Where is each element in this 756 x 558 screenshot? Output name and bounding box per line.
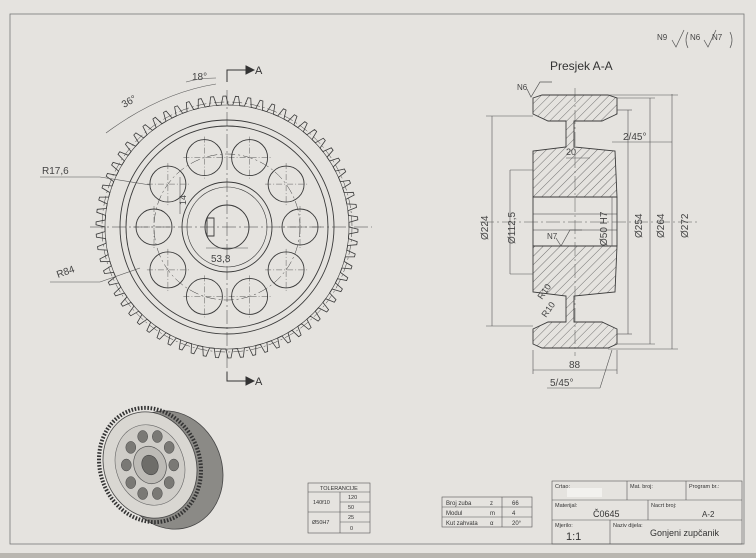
dim-dia-272: Ø272 [680,213,691,238]
tb-materijal-label: Materijal: [555,503,578,509]
surface-mark-section-top-label: N6 [517,83,528,92]
dim-width-88: 88 [569,360,581,371]
tb-nacrt-broj-label: Nacrt broj: [651,503,677,509]
dim-width-20: 20 [566,147,576,157]
gear-isometric-picture [96,405,224,530]
crtao-blank [567,488,602,497]
dim-angle-18: 18° [192,72,207,83]
dim-dia-112-5: Ø112,5 [507,212,518,244]
tb-program-br-label: Program br.: [689,484,720,490]
tolerance-title: TOLERANCIJE [320,486,358,492]
param-value: 20° [512,521,522,527]
param-value: 4 [512,511,516,517]
iso-hole [137,430,148,443]
gear-parameters-table [441,496,533,528]
param-symbol: m [490,511,495,517]
tb-nacrt-broj-value: A-2 [702,510,715,519]
section-mark-bottom [226,372,256,386]
surface-mark-top-right [671,29,733,49]
iso-hole [152,487,163,500]
tolerance-row-1-upper: 120 [348,495,357,501]
surface-mark-section-mid [555,229,582,247]
title-block [551,480,743,545]
dim-dia-254: Ø254 [634,213,645,238]
iso-hole [168,458,180,472]
surface-mark-section-top [526,81,552,98]
dim-chamfer-bottom: 5/45° [550,378,573,389]
tb-materijal-value: Č0645 [593,509,620,519]
iso-hole [163,441,175,454]
tolerance-row-1-fit: 140f10 [313,500,330,506]
surface-mark-top-right-n7: N7 [712,33,723,42]
surface-mark-top-right-n6: N6 [690,33,701,42]
gear-front-view [90,90,372,376]
dim-radius-17-6: R17,6 [42,166,69,177]
dim-dia-264: Ø264 [656,213,667,238]
tolerance-row-1-lower: 50 [348,505,354,511]
dim-dia-224: Ø224 [480,215,491,240]
lightening-holes [133,136,321,318]
drawing-frame [9,13,745,545]
dim-keyway-53-8: 53,8 [211,254,231,265]
iso-hole [121,458,132,472]
iso-hole [137,487,148,500]
section-dimension-lines [486,94,678,389]
upper-rim [532,94,618,198]
tolerance-table [307,482,371,534]
tb-mjerilo-label: Mjerilo: [555,523,573,529]
dim-dia-50-h7: Ø50 H7 [599,211,610,246]
dim-chamfer-top: 2/45° [623,132,646,143]
iso-hole [125,441,137,454]
front-dimension-lines [40,77,248,283]
param-label: Broj zuba [446,501,472,507]
section-letter-top: A [255,65,263,77]
section-mark-top [226,65,256,82]
param-symbol: z [490,501,493,507]
iso-hole [152,430,163,443]
surface-mark-top-right-primary: N9 [657,33,668,42]
param-label: Modul [446,511,462,517]
gear-section-view [532,94,618,349]
iso-hole [163,476,175,489]
section-title: Presjek A-A [550,59,613,73]
tolerance-row-2-lower: 0 [350,526,353,532]
tb-naziv-value: Gonjeni zupčanik [650,528,720,538]
tb-crtao-label: Crtao: [555,484,570,490]
surface-mark-section-mid-label: N7 [547,232,558,241]
param-symbol: α [490,521,494,527]
dim-key-14: 14 [178,195,188,205]
section-letter-bottom: A [255,376,263,388]
tb-naziv-label: Naziv dijela: [613,523,643,529]
tb-mat-broj-label: Mat. broj: [630,484,653,490]
lower-rim [532,245,618,349]
param-value: 66 [512,501,519,507]
iso-hole [125,476,137,489]
param-label: Kut zahvata [446,521,478,527]
tolerance-row-2-fit: Ø50H7 [312,520,329,526]
tb-mjerilo-value: 1:1 [566,531,581,543]
tolerance-row-2-upper: 25 [348,515,354,521]
